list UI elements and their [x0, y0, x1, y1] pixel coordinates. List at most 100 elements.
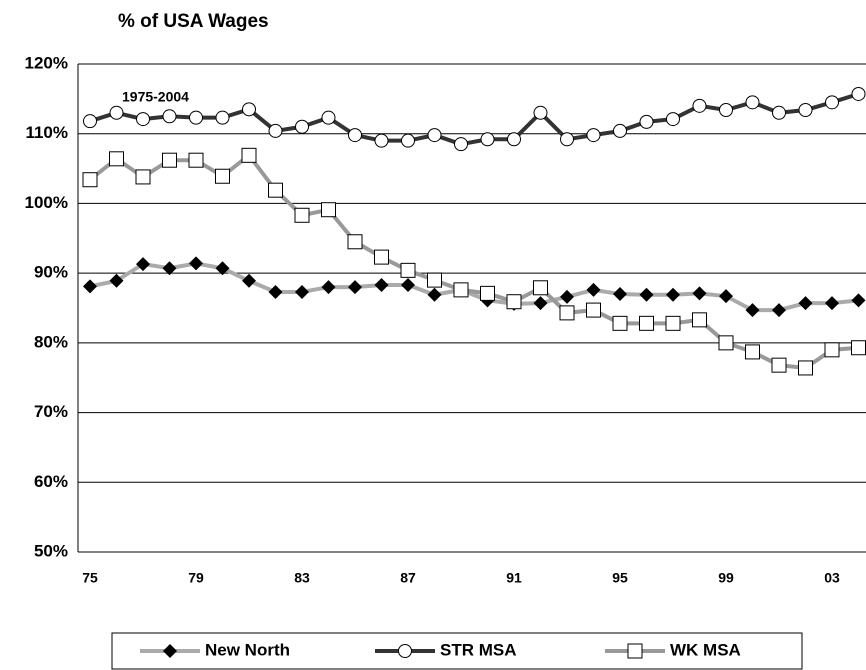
- marker: [639, 287, 654, 302]
- marker: [189, 256, 203, 271]
- marker: [798, 360, 813, 376]
- marker: [83, 279, 97, 294]
- marker: [453, 282, 469, 298]
- marker: [162, 261, 177, 276]
- legend-label: WK MSA: [670, 640, 741, 659]
- marker: [692, 98, 707, 113]
- marker: [613, 287, 627, 302]
- marker: [586, 128, 601, 143]
- marker: [427, 272, 442, 288]
- marker: [719, 103, 733, 118]
- marker: [613, 123, 627, 138]
- marker: [851, 86, 866, 101]
- marker: [294, 207, 310, 223]
- marker: [586, 302, 601, 318]
- marker: [162, 109, 177, 124]
- y-tick-label: 110%: [25, 123, 68, 142]
- marker: [692, 312, 707, 328]
- marker: [427, 128, 442, 143]
- marker: [480, 285, 495, 301]
- marker: [215, 110, 230, 125]
- legend-marker: [398, 644, 412, 658]
- y-tick-label: 90%: [34, 263, 68, 282]
- marker: [825, 95, 839, 110]
- x-tick-label: 79: [188, 570, 204, 586]
- marker: [825, 296, 839, 311]
- marker: [506, 294, 522, 310]
- marker: [321, 110, 336, 125]
- legend-label: New North: [205, 640, 290, 659]
- marker: [401, 133, 415, 148]
- marker: [401, 277, 415, 292]
- marker: [745, 303, 760, 318]
- series-line: [89, 92, 860, 147]
- x-tick-label: 87: [400, 570, 416, 586]
- marker: [189, 110, 203, 125]
- legend-marker: [627, 643, 643, 659]
- x-tick-label: 95: [612, 570, 628, 586]
- marker: [268, 123, 283, 138]
- marker: [135, 169, 151, 185]
- marker: [109, 105, 124, 120]
- y-tick-label: 100%: [25, 193, 68, 212]
- marker: [295, 119, 309, 134]
- y-tick-label: 80%: [34, 332, 68, 351]
- marker: [454, 137, 468, 152]
- marker: [215, 168, 230, 184]
- marker: [798, 296, 813, 311]
- x-tick-label: 75: [82, 570, 98, 586]
- marker: [109, 273, 124, 288]
- marker: [772, 303, 786, 318]
- marker: [347, 234, 363, 250]
- x-tick-label: 83: [294, 570, 310, 586]
- marker: [560, 132, 574, 147]
- series-line: [88, 152, 859, 371]
- marker: [824, 342, 840, 358]
- marker: [533, 280, 548, 296]
- marker: [533, 296, 548, 311]
- legend-marker: [163, 644, 177, 658]
- y-tick-label: 120%: [25, 53, 68, 72]
- x-tick-label: 91: [506, 570, 522, 586]
- marker: [215, 261, 230, 276]
- x-tick-label: 99: [718, 570, 734, 586]
- marker: [83, 114, 97, 129]
- marker: [242, 102, 256, 117]
- marker: [321, 280, 336, 295]
- y-tick-label: 70%: [34, 402, 68, 421]
- series-line: [89, 261, 859, 313]
- marker: [745, 344, 760, 360]
- marker: [745, 95, 760, 110]
- marker: [295, 284, 309, 299]
- marker: [374, 133, 389, 148]
- marker: [719, 289, 733, 304]
- marker: [348, 128, 362, 143]
- x-tick-label: 03: [824, 570, 840, 586]
- marker: [321, 202, 336, 218]
- marker: [851, 340, 866, 356]
- annotation: 1975-2004: [122, 89, 189, 105]
- marker: [374, 277, 389, 292]
- legend-box: [111, 632, 803, 670]
- marker: [241, 147, 257, 163]
- y-tick-label: 50%: [34, 541, 68, 560]
- marker: [136, 257, 150, 272]
- marker: [771, 357, 787, 373]
- marker: [109, 151, 124, 167]
- marker: [666, 112, 680, 127]
- y-tick-label: 60%: [34, 472, 68, 491]
- chart-title: % of USA Wages: [118, 11, 269, 32]
- marker: [507, 132, 521, 147]
- marker: [639, 114, 654, 129]
- marker: [162, 152, 177, 168]
- marker: [480, 132, 495, 147]
- marker: [533, 105, 548, 120]
- marker: [772, 105, 786, 120]
- marker: [560, 289, 574, 304]
- marker: [82, 172, 98, 188]
- marker: [639, 315, 654, 331]
- marker: [586, 282, 601, 297]
- marker: [136, 112, 150, 127]
- marker: [242, 273, 256, 288]
